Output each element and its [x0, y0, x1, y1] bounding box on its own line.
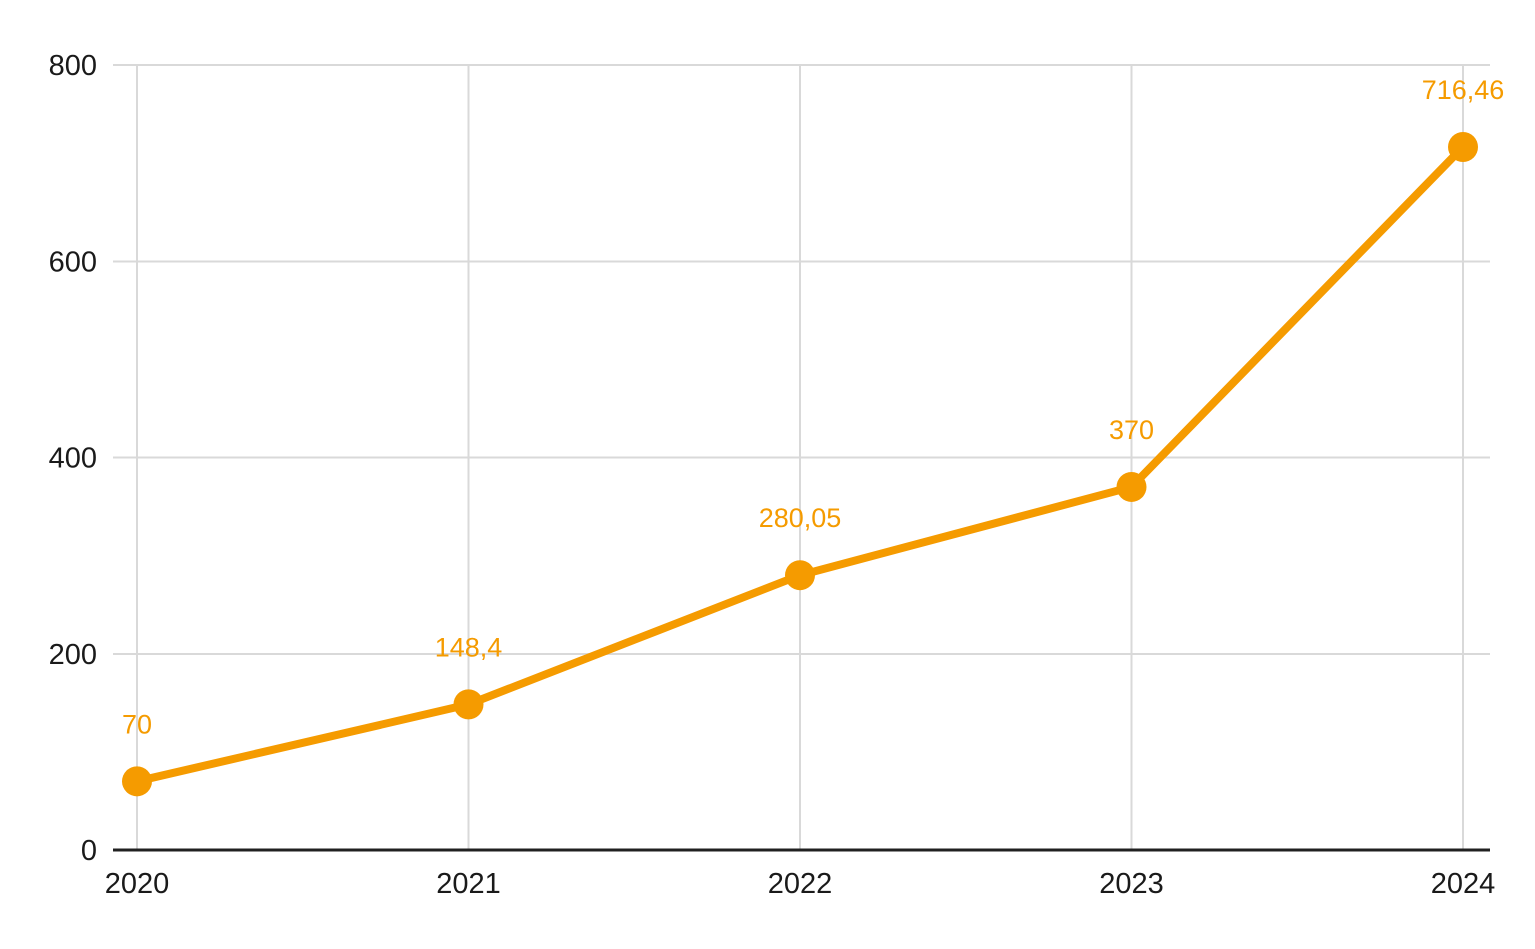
- x-tick-label: 2023: [1099, 868, 1164, 900]
- x-tick-label: 2021: [436, 868, 501, 900]
- data-point: [785, 560, 815, 591]
- y-tick-label: 200: [49, 639, 97, 671]
- data-point-label: 370: [1109, 415, 1154, 445]
- y-tick-label: 800: [49, 50, 97, 82]
- data-point-label: 70: [122, 709, 152, 739]
- x-tick-label: 2020: [105, 868, 170, 900]
- data-point-label: 716,46: [1422, 75, 1505, 105]
- data-point-label: 280,05: [759, 503, 842, 533]
- data-point: [1116, 471, 1147, 502]
- x-tick-label: 2024: [1431, 868, 1496, 900]
- data-point-label: 148,4: [435, 632, 503, 662]
- data-point: [1448, 131, 1478, 162]
- data-point: [453, 689, 484, 720]
- data-point: [122, 766, 152, 797]
- y-tick-label: 0: [81, 835, 97, 867]
- x-tick-label: 2022: [768, 868, 833, 900]
- y-tick-label: 400: [49, 443, 97, 475]
- y-tick-label: 600: [49, 246, 97, 278]
